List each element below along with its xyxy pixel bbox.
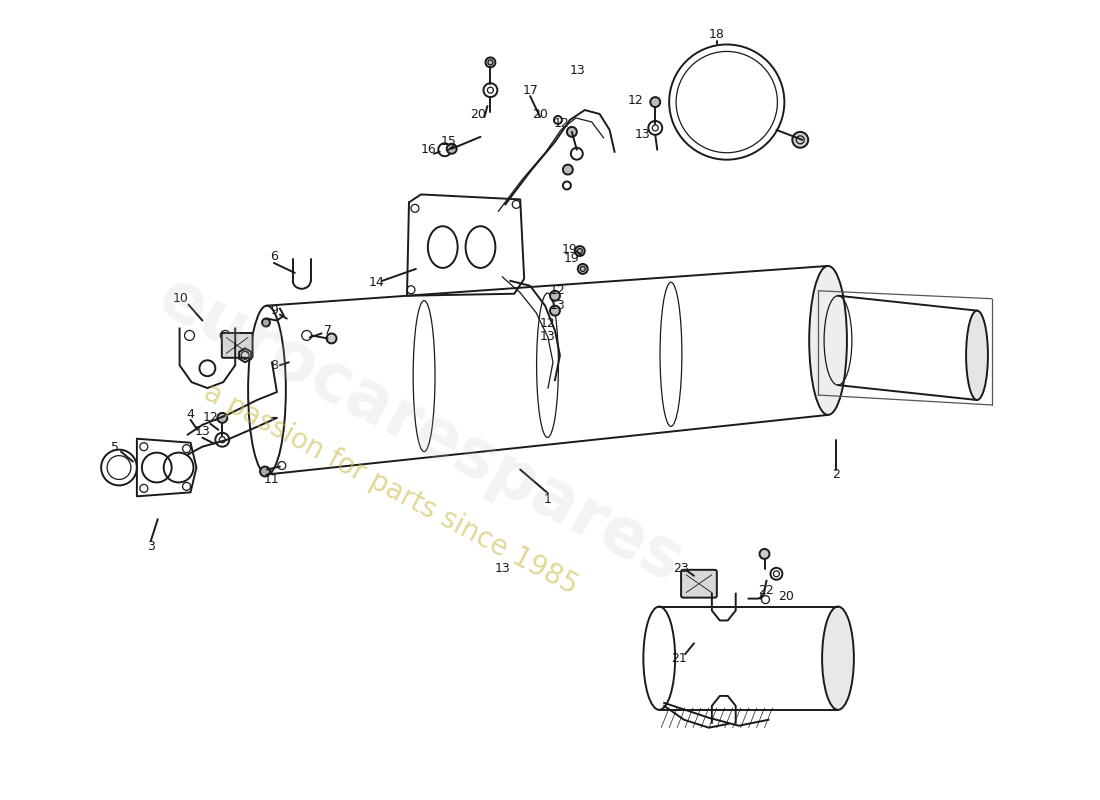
- Circle shape: [260, 466, 270, 477]
- Text: 13: 13: [570, 64, 585, 77]
- Circle shape: [575, 246, 585, 256]
- Text: 12: 12: [550, 284, 565, 298]
- Text: 14: 14: [368, 276, 384, 290]
- Text: 12: 12: [627, 94, 644, 106]
- Text: 13: 13: [540, 330, 556, 343]
- Circle shape: [566, 127, 576, 137]
- Circle shape: [447, 144, 456, 154]
- Text: 20: 20: [532, 107, 548, 121]
- Text: 12: 12: [540, 317, 556, 330]
- Ellipse shape: [822, 606, 854, 710]
- Circle shape: [563, 165, 573, 174]
- Text: 4: 4: [187, 408, 195, 422]
- Text: 13: 13: [195, 426, 210, 438]
- Text: 1: 1: [544, 493, 552, 506]
- Circle shape: [262, 318, 270, 326]
- Text: 11: 11: [264, 473, 279, 486]
- FancyBboxPatch shape: [222, 333, 253, 358]
- Text: 17: 17: [522, 84, 538, 97]
- Circle shape: [759, 549, 770, 559]
- Circle shape: [218, 413, 228, 423]
- Ellipse shape: [810, 266, 847, 415]
- Text: 8: 8: [270, 358, 278, 372]
- Text: 9: 9: [270, 304, 278, 317]
- Text: 13: 13: [550, 299, 565, 312]
- Circle shape: [550, 290, 560, 301]
- Text: 12: 12: [554, 118, 570, 130]
- Text: 23: 23: [673, 562, 689, 575]
- Circle shape: [485, 58, 495, 67]
- Text: 15: 15: [441, 135, 456, 148]
- Text: 6: 6: [270, 250, 278, 263]
- Text: 20: 20: [471, 109, 486, 122]
- Text: 20: 20: [779, 590, 794, 603]
- Text: 10: 10: [173, 292, 188, 306]
- Text: 19: 19: [564, 253, 580, 266]
- Circle shape: [550, 306, 560, 315]
- Text: 18: 18: [708, 28, 725, 41]
- Ellipse shape: [966, 310, 988, 400]
- Text: eurocarespares: eurocarespares: [147, 263, 694, 596]
- Text: 19: 19: [562, 242, 578, 255]
- Circle shape: [327, 334, 337, 343]
- Text: a passion for parts since 1985: a passion for parts since 1985: [199, 378, 583, 600]
- Text: 21: 21: [671, 652, 688, 665]
- Circle shape: [578, 264, 587, 274]
- Text: 7: 7: [323, 324, 331, 337]
- Text: 12: 12: [202, 411, 218, 424]
- Circle shape: [792, 132, 808, 148]
- FancyBboxPatch shape: [681, 570, 717, 598]
- Text: 22: 22: [759, 584, 774, 597]
- Text: 5: 5: [111, 441, 119, 454]
- Text: 3: 3: [147, 541, 155, 554]
- Circle shape: [650, 97, 660, 107]
- Text: 13: 13: [495, 562, 510, 575]
- Text: 13: 13: [635, 128, 650, 142]
- Text: 2: 2: [832, 468, 840, 481]
- Text: 16: 16: [421, 143, 437, 156]
